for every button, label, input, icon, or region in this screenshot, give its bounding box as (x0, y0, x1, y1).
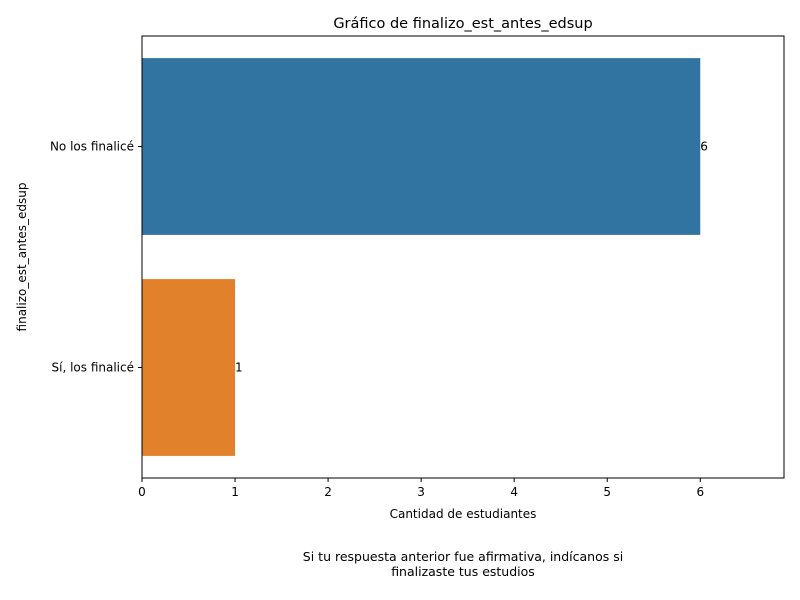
chart-caption: Si tu respuesta anterior fue afirmativa,… (200, 549, 726, 579)
bars-group (142, 58, 700, 456)
chart-title: Gráfico de finalizo_est_antes_edsup (333, 16, 592, 32)
x-tick-label-5: 5 (603, 485, 611, 499)
x-axis-label: Cantidad de estudiantes (390, 507, 537, 521)
bar-0 (142, 58, 700, 235)
x-tick-label-6: 6 (696, 485, 704, 499)
x-tick-label-4: 4 (510, 485, 518, 499)
x-tick-label-3: 3 (417, 485, 425, 499)
bar-1 (142, 279, 235, 456)
y-tick-label-0: No los finalicé (50, 140, 134, 154)
x-tick-label-2: 2 (324, 485, 332, 499)
x-tick-label-1: 1 (231, 485, 239, 499)
caption-line-1: Si tu respuesta anterior fue afirmativa,… (200, 549, 726, 564)
x-tick-label-0: 0 (138, 485, 146, 499)
caption-line-2: finalizaste tus estudios (200, 564, 726, 579)
y-axis-label: finalizo_est_antes_edsup (15, 183, 29, 332)
data-label-1: 1 (235, 361, 243, 375)
x-axis-ticks: 0 1 2 3 4 5 6 (138, 478, 704, 499)
y-tick-label-1: Sí, los finalicé (52, 361, 135, 375)
data-label-0: 6 (700, 140, 708, 154)
y-axis-ticks: No los finalicé Sí, los finalicé (50, 140, 142, 375)
